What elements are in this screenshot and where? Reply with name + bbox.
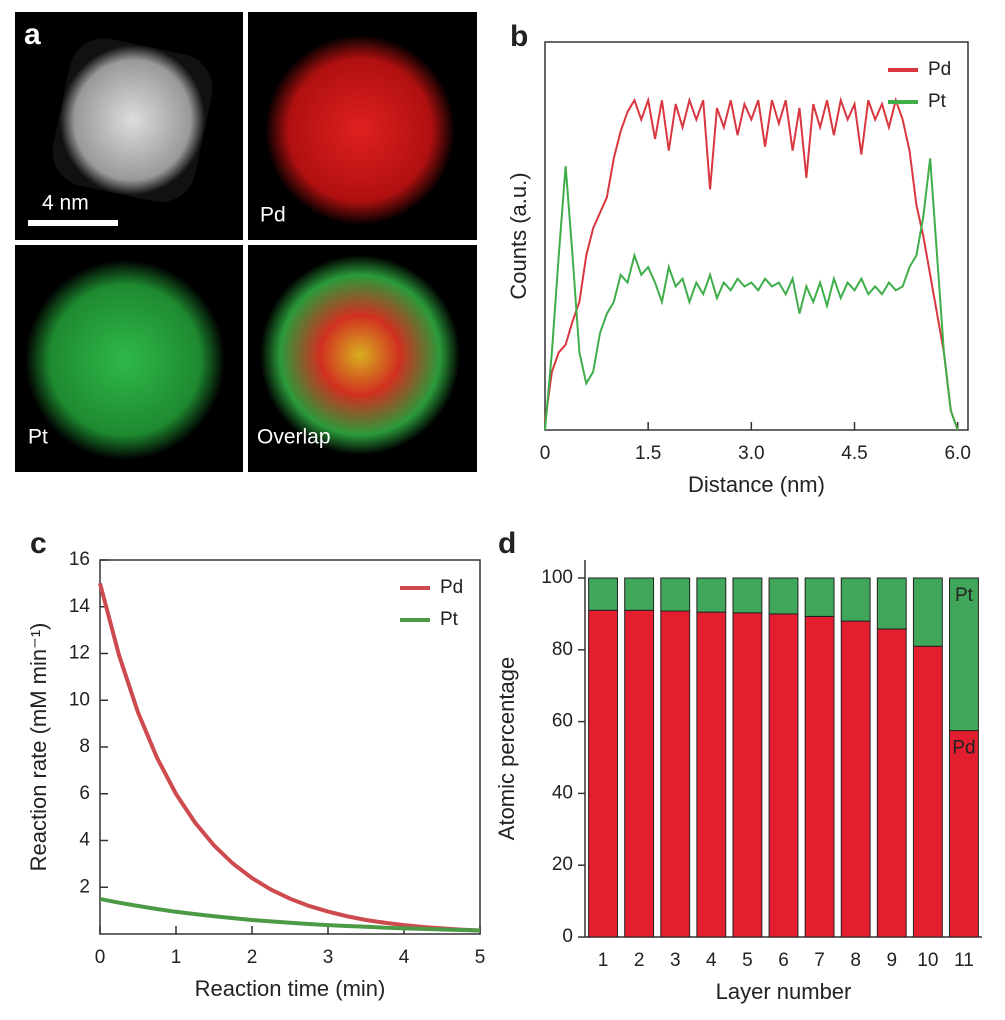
legend-label: Pd	[440, 577, 463, 598]
tile-label: Overlap	[257, 426, 331, 449]
bar-segment	[804, 577, 835, 617]
legend-label: Pd	[928, 59, 951, 80]
bar-segment	[949, 577, 979, 732]
scale-bar	[28, 220, 118, 226]
bar-segment	[876, 577, 907, 630]
plot-frame	[544, 41, 969, 431]
y-tick-label: 2	[79, 876, 90, 897]
y-tick-label: 8	[79, 736, 90, 757]
y-axis-label: Counts (a.u.)	[506, 172, 531, 299]
x-tick-label: 3	[670, 950, 681, 971]
legend-label: Pt	[928, 91, 947, 112]
panel-label: c	[30, 527, 47, 560]
pd-map	[265, 35, 455, 225]
segment-label: Pd	[952, 738, 975, 759]
bar-segment	[588, 609, 618, 938]
bar-segment	[732, 577, 763, 614]
y-tick-label: 80	[552, 639, 573, 660]
y-tick-label: 20	[552, 854, 573, 875]
segment-label: Pt	[955, 585, 974, 606]
y-tick-label: 10	[69, 689, 90, 710]
x-tick-label: 5	[742, 950, 753, 971]
x-tick-label: 6.0	[944, 443, 970, 464]
x-tick-label: 2	[634, 950, 645, 971]
x-tick-label: 6	[778, 950, 789, 971]
scale-label: 4 nm	[42, 192, 89, 215]
x-axis-label: Distance (nm)	[688, 472, 825, 497]
y-tick-label: 40	[552, 782, 573, 803]
series-line	[544, 96, 959, 431]
bar-segment	[624, 609, 655, 938]
panel-label: b	[510, 20, 528, 53]
x-tick-label: 4	[706, 950, 717, 971]
overlap-map	[260, 255, 460, 455]
y-axis-label: Reaction rate (mM min⁻¹)	[26, 623, 51, 872]
x-tick-label: 5	[475, 947, 486, 968]
x-tick-label: 0	[540, 443, 551, 464]
panel-label: a	[24, 18, 41, 51]
x-axis-label: Layer number	[716, 979, 852, 1004]
bar-segment	[660, 577, 691, 612]
bar-segment	[840, 620, 871, 938]
series-line	[99, 896, 481, 933]
y-tick-label: 14	[69, 596, 91, 617]
bar-segment	[696, 611, 727, 938]
bar-segment	[588, 577, 618, 611]
bar-segment	[876, 628, 907, 938]
y-tick-label: 4	[79, 830, 90, 851]
x-tick-label: 7	[814, 950, 825, 971]
y-tick-label: 100	[541, 567, 573, 588]
x-tick-label: 4.5	[841, 443, 867, 464]
tile-label: Pt	[28, 426, 48, 449]
x-tick-label: 3.0	[738, 443, 764, 464]
x-tick-label: 1	[171, 947, 182, 968]
x-axis-label: Reaction time (min)	[195, 976, 386, 1001]
x-tick-label: 2	[247, 947, 258, 968]
bar-segment	[804, 615, 835, 938]
y-tick-label: 60	[552, 711, 573, 732]
pt-map	[25, 260, 225, 460]
bar-segment	[912, 577, 943, 647]
y-tick-label: 12	[69, 643, 90, 664]
x-tick-label: 4	[399, 947, 410, 968]
panel-label: d	[498, 527, 516, 560]
x-tick-label: 10	[917, 950, 938, 971]
bar-segment	[912, 645, 943, 938]
legend-label: Pt	[440, 609, 459, 630]
y-axis-label: Atomic percentage	[494, 657, 519, 840]
series-line	[98, 582, 481, 933]
x-tick-label: 0	[95, 947, 106, 968]
bar-segment	[624, 577, 655, 611]
particle	[52, 38, 213, 203]
x-tick-label: 11	[954, 950, 974, 971]
y-tick-label: 16	[69, 549, 90, 570]
bar-segment	[768, 577, 799, 615]
y-tick-label: 0	[562, 926, 573, 947]
y-tick-label: 6	[79, 783, 90, 804]
bar-segment	[949, 730, 979, 938]
plot-frame	[99, 559, 481, 935]
bar-segment	[768, 613, 799, 938]
bar-segment	[660, 610, 691, 938]
x-tick-label: 8	[850, 950, 861, 971]
x-tick-label: 1.5	[635, 443, 661, 464]
x-tick-label: 1	[598, 950, 609, 971]
image-panel: a 4 nm Pd Pt Overlap	[15, 12, 477, 472]
tile-label: Pd	[260, 204, 286, 227]
bar-segment	[840, 577, 871, 622]
series-line	[544, 158, 959, 431]
bar-segment	[732, 612, 763, 938]
x-tick-label: 9	[886, 950, 897, 971]
bar-segment	[696, 577, 727, 613]
x-tick-label: 3	[323, 947, 334, 968]
